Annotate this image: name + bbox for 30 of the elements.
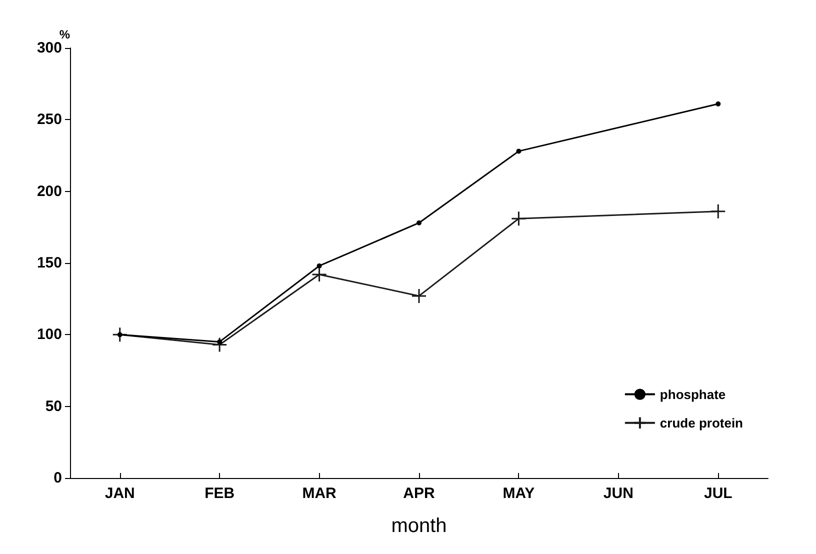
point <box>117 332 122 338</box>
point <box>716 101 721 106</box>
x-tick-label: FEB <box>204 485 235 502</box>
x-axis-title: month <box>391 515 447 537</box>
y-tick-label: 0 <box>54 470 62 486</box>
point <box>316 263 322 268</box>
x-tick-label: JUL <box>704 485 732 502</box>
x-tick-label: MAY <box>502 485 535 502</box>
legend-label: phosphate <box>660 386 726 402</box>
x-tick-label: JAN <box>104 485 135 502</box>
x-tick-label: JUN <box>603 485 634 502</box>
point <box>312 266 328 282</box>
point <box>416 220 422 226</box>
y-tick-label: 250 <box>36 111 62 128</box>
point <box>510 210 526 226</box>
point <box>212 336 228 352</box>
y-tick-label: 200 <box>36 182 62 200</box>
legend-label: crude protein <box>660 415 744 430</box>
y-tick-label: 100 <box>36 326 62 344</box>
y-tick-label: 50 <box>45 398 62 415</box>
point <box>217 339 222 344</box>
x-tick-label: APR <box>403 485 435 502</box>
x-tick-label: MAR <box>302 485 337 502</box>
y-tick-label: 300 <box>36 40 62 56</box>
point <box>516 148 522 154</box>
y-tick-label: 150 <box>36 254 62 272</box>
point <box>112 326 128 342</box>
point <box>411 288 427 304</box>
y-axis-title: % <box>59 28 70 42</box>
point <box>710 204 726 220</box>
